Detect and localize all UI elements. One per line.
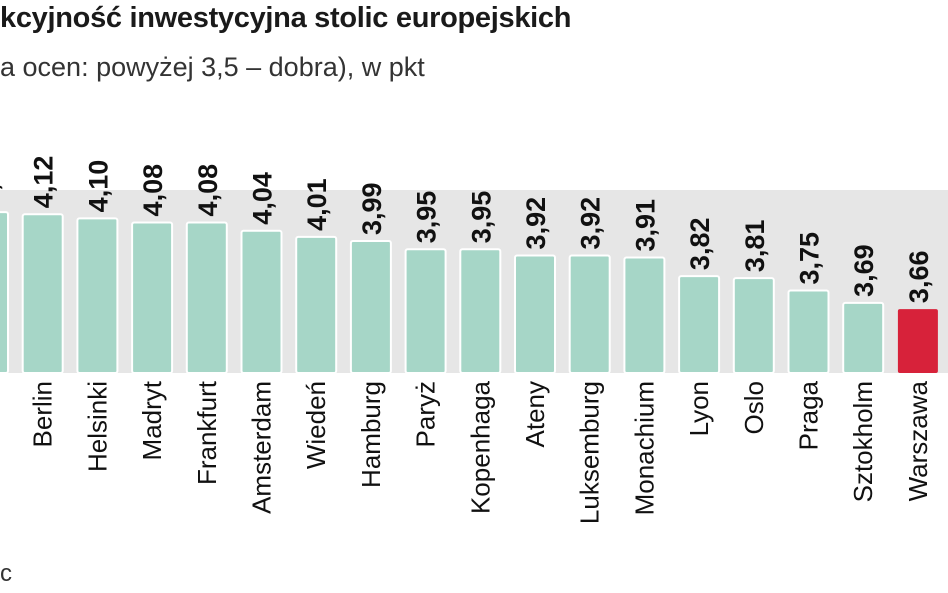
bar [787, 289, 830, 374]
bar [404, 248, 447, 374]
category-label: Warszawa [903, 380, 933, 501]
bar [514, 254, 556, 374]
bar [842, 301, 885, 374]
value-label: 3,82 [685, 218, 715, 271]
category-label: Monachium [629, 381, 659, 515]
category-label: Paryż [411, 381, 441, 447]
bar [459, 248, 502, 374]
value-label: 4,13 [0, 154, 4, 207]
bar [131, 221, 174, 374]
category-label: Dublin [0, 381, 3, 455]
value-label: 3,99 [357, 182, 387, 235]
value-label: 4,01 [302, 178, 332, 231]
value-label: 3,95 [466, 191, 496, 244]
bar [623, 256, 666, 374]
bar [732, 277, 775, 374]
value-label: 4,10 [83, 160, 113, 213]
bar [295, 235, 338, 374]
chart-subtitle: a ocen: powyżej 3,5 – dobra), w pkt [0, 52, 425, 82]
bar [897, 309, 938, 373]
category-label: Luksemburg [575, 381, 605, 524]
category-label: Praga [794, 380, 824, 450]
category-label: Madryt [137, 380, 167, 460]
value-label: 3,92 [576, 197, 606, 250]
bar [678, 275, 721, 374]
value-label: 4,08 [138, 164, 168, 217]
bar [240, 229, 283, 374]
value-label: 3,66 [904, 251, 934, 304]
bar [21, 213, 64, 374]
source-note: c [0, 560, 12, 587]
value-label: 3,75 [795, 232, 825, 285]
value-label: 3,69 [849, 244, 879, 297]
category-label: Wiedeń [301, 381, 331, 469]
category-label: Berlin [28, 381, 58, 447]
bar [185, 221, 228, 374]
category-label: Frankfurt [192, 380, 222, 485]
value-label: 4,08 [193, 164, 223, 217]
chart-title: kcyjność inwestycyjna stolic europejskic… [0, 2, 572, 34]
value-label: 3,92 [521, 197, 551, 250]
bar [76, 217, 119, 374]
category-label: Kopenhaga [465, 380, 495, 514]
bar [0, 211, 9, 374]
category-label: Hamburg [356, 381, 386, 488]
category-label: Amsterdam [247, 381, 277, 514]
category-label: Helsinki [82, 381, 112, 472]
category-label: Ateny [520, 381, 550, 448]
value-label: 3,95 [412, 191, 442, 244]
category-label: Sztokholm [848, 381, 878, 502]
bar [568, 254, 611, 374]
value-label: 4,12 [29, 156, 59, 209]
value-label: 3,91 [630, 199, 660, 252]
category-label: Oslo [739, 381, 769, 434]
bar [349, 240, 392, 374]
value-label: 3,81 [740, 220, 770, 273]
category-label: Lyon [684, 381, 714, 436]
value-label: 4,04 [248, 172, 278, 225]
